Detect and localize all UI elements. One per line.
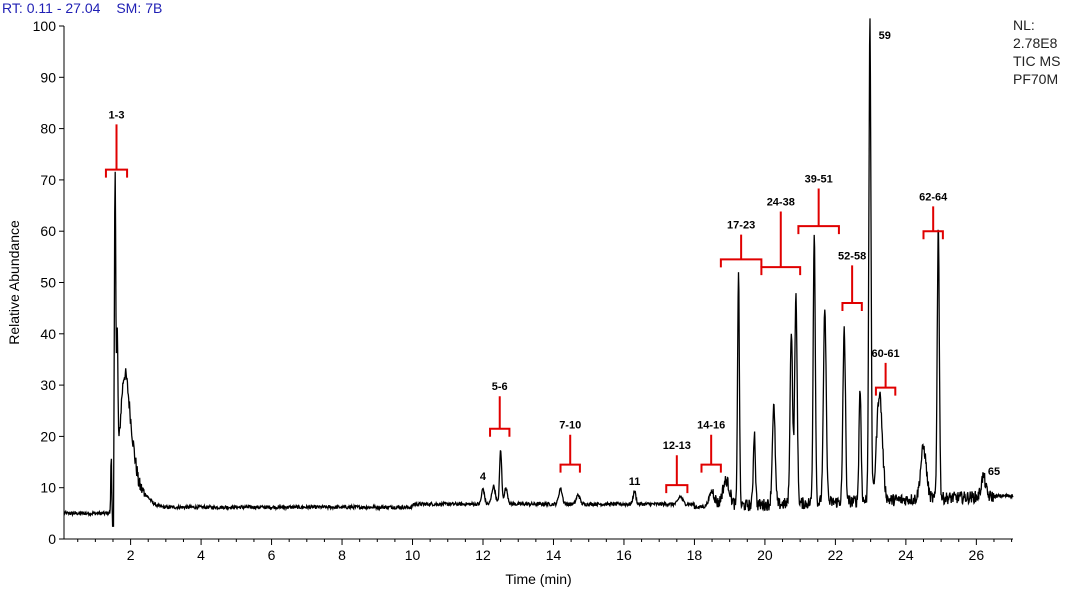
peak-label: 12-13: [663, 440, 691, 452]
x-tick-label: 16: [616, 547, 632, 563]
peak-label: 39-51: [805, 173, 833, 185]
peak-annotation: 5-6: [489, 381, 511, 437]
y-tick-label: 30: [40, 377, 56, 393]
peak-annotation: 12-13: [663, 440, 691, 494]
y-tick-label: 0: [48, 531, 56, 547]
nl-label: NL:: [1013, 17, 1035, 33]
y-tick-label: 20: [40, 428, 56, 444]
peak-label: 62-64: [919, 191, 948, 203]
x-tick-label: 20: [757, 547, 773, 563]
x-tick-label: 6: [268, 547, 276, 563]
x-tick-label: 10: [405, 547, 421, 563]
peak-bracket: [719, 234, 763, 268]
peak-label: 60-61: [872, 348, 900, 360]
x-tick-label: 2: [127, 547, 135, 563]
peak-label: 17-23: [727, 220, 755, 232]
y-tick-label: 90: [40, 69, 56, 85]
peak-bracket: [559, 434, 581, 473]
peak-label: 1-3: [109, 109, 125, 121]
peak-annotation: 17-23: [719, 220, 763, 268]
y-tick-label: 70: [40, 172, 56, 188]
y-tick-label: 40: [40, 326, 56, 342]
peak-label: 59: [879, 30, 891, 42]
peak-bracket: [700, 434, 722, 473]
peak-annotation: 7-10: [559, 420, 581, 473]
peak-label: 52-58: [838, 250, 866, 262]
peak-bracket: [665, 455, 689, 494]
peak-bracket: [874, 362, 897, 396]
y-tick-label: 80: [40, 121, 56, 137]
y-tick-label: 10: [40, 480, 56, 496]
peak-annotation: 52-58: [838, 250, 866, 312]
peak-annotation: 14-16: [697, 420, 725, 473]
peak-bracket: [104, 124, 129, 178]
x-tick-label: 14: [546, 547, 562, 563]
y-tick-label: 60: [40, 223, 56, 239]
peak-annotation: 4: [480, 471, 487, 483]
x-tick-label: 26: [969, 547, 985, 563]
y-axis-label: Relative Abundance: [6, 220, 22, 345]
peak-bracket: [841, 265, 863, 312]
peak-annotation: 62-64: [919, 191, 948, 240]
peak-label: 5-6: [492, 381, 508, 393]
x-tick-label: 22: [828, 547, 844, 563]
x-tick-label: 18: [687, 547, 703, 563]
rt-value: 0.11 - 27.04: [26, 0, 101, 16]
peak-annotation: 24-38: [760, 197, 802, 276]
peak-label: 4: [480, 471, 487, 483]
normalization-info: NL: 2.78E8 TIC MS PF70M: [1013, 16, 1060, 88]
x-tick-label: 8: [338, 547, 346, 563]
rt-label: RT:: [2, 0, 23, 16]
peak-bracket: [489, 396, 511, 437]
trace-layer: [63, 18, 1014, 527]
sample-name: PF70M: [1013, 71, 1059, 87]
peak-bracket: [797, 188, 840, 235]
peak-label: 7-10: [559, 420, 581, 432]
sm-value: 7B: [145, 0, 163, 16]
peak-annotation: 11: [629, 476, 641, 488]
peak-annotation: 60-61: [872, 348, 900, 396]
peak-annotations: 1-3 4 5-6 7-10 11 12-13 14-16 17-23 24-38 39-51 52…: [104, 30, 1000, 494]
x-tick-label: 4: [197, 547, 205, 563]
peak-label: 14-16: [697, 420, 725, 432]
peak-annotation: 59: [879, 30, 891, 42]
x-tick-label: 12: [475, 547, 491, 563]
x-axis-label: Time (min): [505, 571, 571, 587]
scan-type: TIC MS: [1013, 53, 1061, 69]
peak-annotation: 1-3: [104, 109, 129, 178]
nl-value: 2.78E8: [1013, 35, 1058, 51]
y-tick-label: 50: [40, 275, 56, 291]
peak-bracket: [922, 206, 944, 240]
peak-annotation: 39-51: [797, 173, 840, 235]
peak-bracket: [760, 211, 802, 276]
peak-label: 24-38: [767, 197, 795, 209]
peak-label: 11: [629, 476, 641, 488]
sm-label: SM:: [116, 0, 142, 16]
x-tick-label: 24: [898, 547, 914, 563]
peak-label: 65: [988, 466, 1000, 478]
tic-trace: [63, 18, 1014, 527]
range-header: RT: 0.11 - 27.04 SM: 7B: [2, 0, 166, 16]
peak-annotation: 65: [988, 466, 1000, 478]
y-tick-label: 100: [33, 18, 57, 34]
